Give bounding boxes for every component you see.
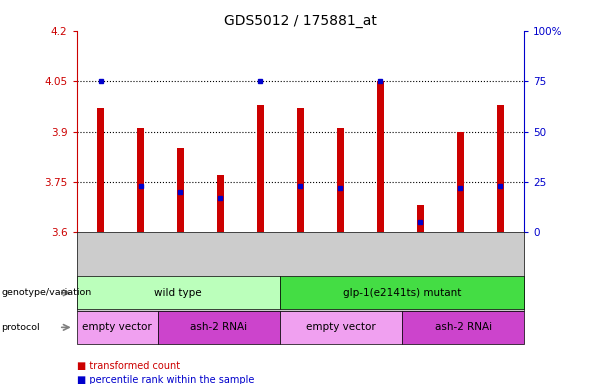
Text: wild type: wild type [154, 288, 202, 298]
Bar [337, 128, 344, 232]
Text: protocol: protocol [1, 323, 40, 332]
Bar [416, 205, 424, 232]
Text: ■ transformed count: ■ transformed count [77, 361, 180, 371]
Bar [257, 104, 264, 232]
Text: genotype/variation: genotype/variation [1, 288, 91, 297]
Text: ash-2 RNAi: ash-2 RNAi [435, 322, 492, 333]
Text: empty vector: empty vector [306, 322, 376, 333]
Bar [377, 81, 384, 232]
Bar [497, 104, 504, 232]
Text: ■ percentile rank within the sample: ■ percentile rank within the sample [77, 375, 254, 384]
Bar [297, 108, 304, 232]
Text: glp-1(e2141ts) mutant: glp-1(e2141ts) mutant [343, 288, 461, 298]
Title: GDS5012 / 175881_at: GDS5012 / 175881_at [224, 14, 377, 28]
Text: empty vector: empty vector [82, 322, 152, 333]
Text: ash-2 RNAi: ash-2 RNAi [190, 322, 247, 333]
Bar [217, 175, 224, 232]
Bar [137, 128, 144, 232]
Bar [177, 148, 184, 232]
Bar [97, 108, 104, 232]
Bar [456, 131, 464, 232]
